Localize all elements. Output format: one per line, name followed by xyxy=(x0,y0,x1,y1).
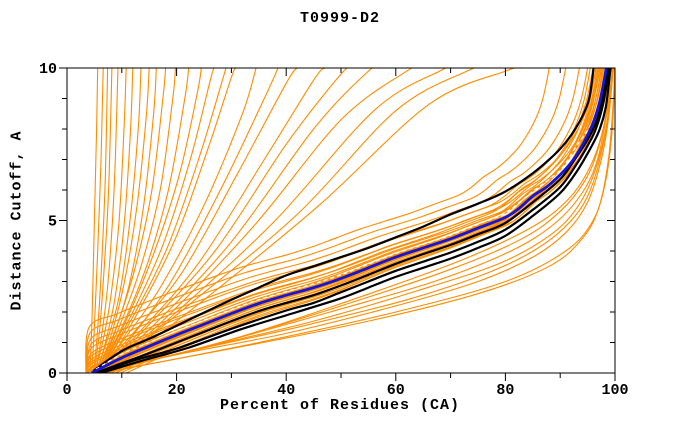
all-models-orange-curve xyxy=(91,68,104,373)
y-tick-label: 0 xyxy=(48,366,57,383)
best-model-blue-curve xyxy=(91,68,608,373)
all-models-orange-curve xyxy=(100,68,215,373)
all-models-orange-curve xyxy=(99,68,615,373)
all-models-orange-curve xyxy=(93,68,113,373)
y-tick-label: 5 xyxy=(48,214,57,231)
bundle-orange-curve xyxy=(105,68,599,373)
bundle-orange-curve xyxy=(87,68,601,373)
highlighted-black-curve xyxy=(89,68,595,373)
all-models-orange-curve xyxy=(96,68,150,373)
bundle-orange xyxy=(85,68,612,373)
bundle-orange-curve xyxy=(86,68,589,373)
all-models-orange xyxy=(89,68,615,373)
plot-frame xyxy=(66,67,616,374)
all-models-orange-curve xyxy=(96,68,614,373)
all-models-orange-curve xyxy=(105,68,484,373)
reference-white-dashed xyxy=(89,68,608,373)
all-models-orange-curve xyxy=(89,68,99,373)
highlighted-black-curve xyxy=(98,68,611,373)
x-tick-label: 60 xyxy=(387,382,405,399)
bundle-orange-curve xyxy=(103,68,611,373)
ticks xyxy=(59,67,616,381)
x-tick-label: 20 xyxy=(168,382,186,399)
tick-labels: 0 20 40 60 80 100 0 5 10 xyxy=(39,61,629,399)
all-models-orange-curve xyxy=(94,68,119,373)
all-models-orange-curve xyxy=(105,68,454,373)
all-models-orange-curve xyxy=(99,68,380,373)
all-models-orange-curve xyxy=(102,68,237,373)
bundle-orange-curve xyxy=(85,68,567,373)
reference-white-dashed-curve xyxy=(89,68,608,373)
all-models-orange-curve xyxy=(99,68,615,373)
bundle-orange-curve xyxy=(85,68,550,373)
all-models-orange-curve xyxy=(99,68,325,373)
highlighted-black-curve xyxy=(100,68,612,373)
all-models-orange-curve xyxy=(99,68,202,373)
all-models-orange-curve xyxy=(99,68,614,373)
x-axis-label: Percent of Residues (CA) xyxy=(219,397,461,414)
all-models-orange-curve xyxy=(98,68,190,373)
all-models-orange-curve xyxy=(99,68,227,373)
bundle-orange-curve xyxy=(87,68,597,373)
chart-title: T0999-D2 xyxy=(299,10,380,27)
all-models-orange-curve xyxy=(94,68,613,373)
all-models-orange-curve xyxy=(93,68,127,373)
bundle-orange-curve xyxy=(87,68,605,373)
all-models-orange-curve xyxy=(96,68,298,373)
best-model-blue xyxy=(91,68,608,373)
x-tick-label: 40 xyxy=(277,382,295,399)
curves-layer xyxy=(85,68,615,373)
y-axis-label: Distance Cutoff, A xyxy=(8,129,26,311)
all-models-orange-curve xyxy=(99,68,177,373)
all-models-orange-curve xyxy=(94,68,142,373)
x-tick-label: 0 xyxy=(62,382,71,399)
all-models-orange-curve xyxy=(102,68,615,373)
y-tick-label: 10 xyxy=(39,61,57,78)
all-models-orange-curve xyxy=(96,68,134,373)
x-tick-label: 100 xyxy=(601,382,628,399)
all-models-orange-curve xyxy=(96,68,257,373)
bundle-orange-curve xyxy=(86,68,580,373)
x-tick-label: 80 xyxy=(496,382,514,399)
bundle-orange-curve xyxy=(87,68,603,373)
all-models-orange-curve xyxy=(94,68,613,373)
y-axis-label-wrap: Distance Cutoff, A xyxy=(0,0,34,440)
